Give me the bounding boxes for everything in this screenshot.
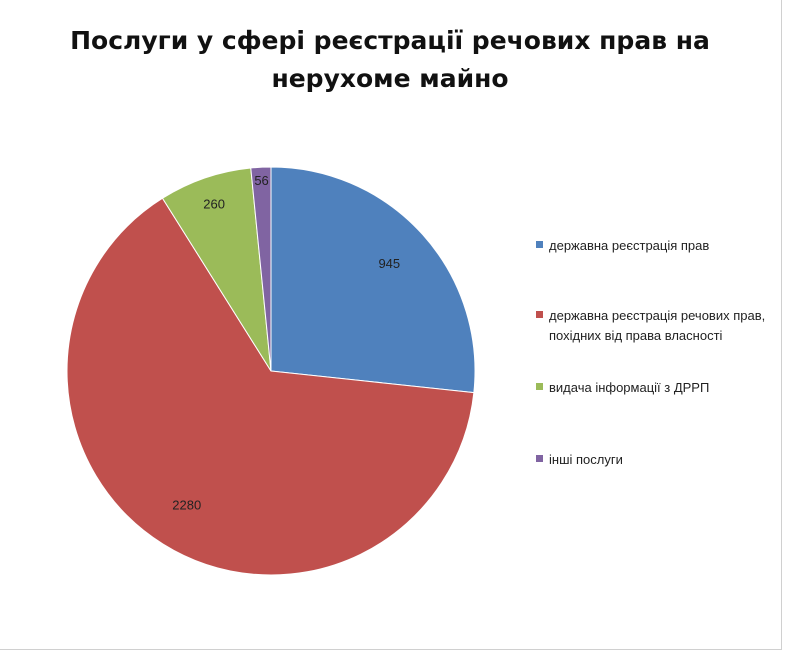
pie-slice-other-services (250, 166, 272, 372)
chart-frame (0, 0, 782, 650)
pie-slice-state-registration (270, 166, 476, 394)
data-label-56: 56 (254, 173, 268, 188)
legend-swatch-1 (536, 241, 543, 248)
data-label-2280: 2280 (172, 497, 201, 512)
legend-swatch-3 (536, 383, 543, 390)
legend-label-4: інші послуги (549, 452, 623, 467)
data-label-945: 945 (378, 256, 400, 271)
legend-label-1: державна реєстрація прав (549, 238, 710, 253)
legend-swatch-2 (536, 311, 543, 318)
legend-label-2: державна реєстрація речових прав, похідн… (549, 308, 766, 343)
legend-swatch-4 (536, 455, 543, 462)
pie-slice-derivative-rights (66, 197, 475, 576)
chart-title: Послуги у сфері реєстрації речових прав … (70, 26, 710, 93)
data-label-260: 260 (203, 196, 225, 211)
legend-label-3: видача інформації з ДРРП (549, 380, 710, 395)
